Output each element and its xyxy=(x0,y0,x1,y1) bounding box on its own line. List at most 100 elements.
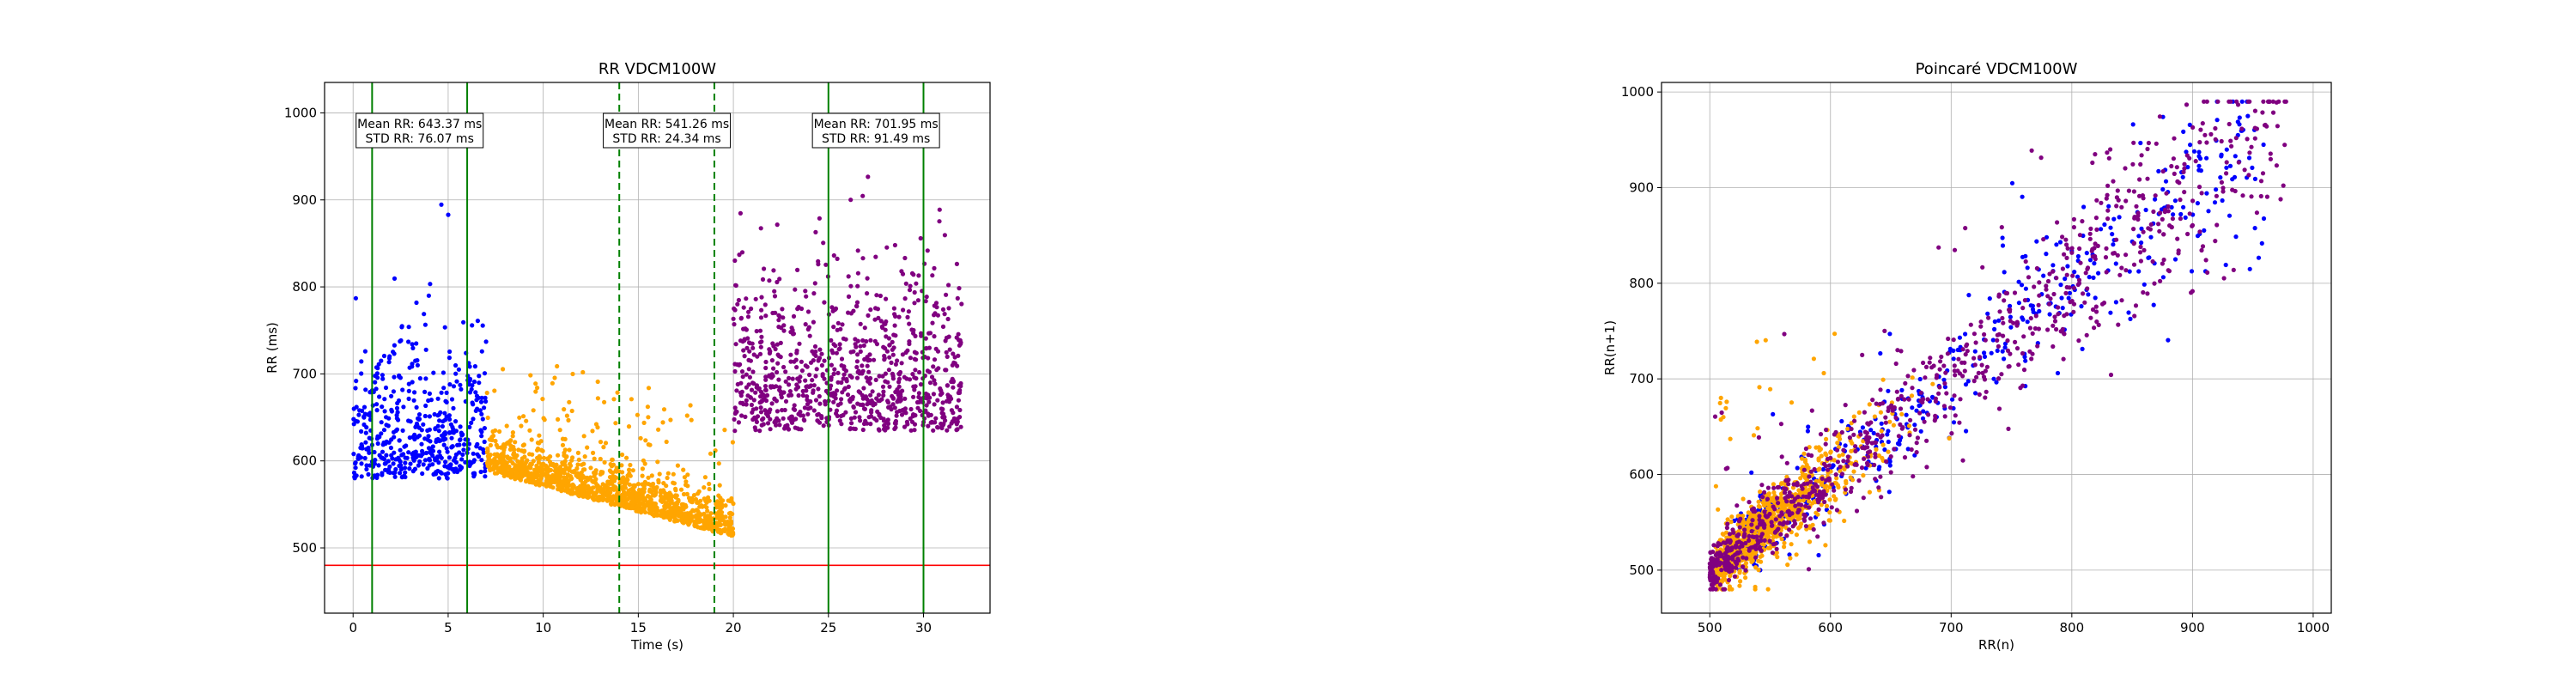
data-point xyxy=(1984,364,1990,369)
data-point xyxy=(544,483,549,489)
data-point xyxy=(393,429,398,434)
data-point xyxy=(719,502,725,508)
data-point xyxy=(453,452,459,458)
data-point xyxy=(361,404,368,410)
data-point xyxy=(577,473,582,478)
data-point xyxy=(2156,222,2161,227)
data-point xyxy=(2136,269,2142,274)
data-point xyxy=(924,346,929,351)
data-point xyxy=(855,338,860,344)
data-point xyxy=(1794,552,1799,557)
data-point xyxy=(353,295,358,301)
data-point xyxy=(2161,232,2166,237)
data-point xyxy=(2036,302,2041,307)
data-point xyxy=(684,413,690,418)
data-point xyxy=(492,388,497,393)
data-point xyxy=(513,440,518,445)
data-point xyxy=(866,369,872,374)
data-point xyxy=(2071,309,2076,314)
data-point xyxy=(793,287,798,292)
data-point xyxy=(908,406,914,412)
data-point xyxy=(457,442,462,447)
data-point xyxy=(1951,420,1957,425)
data-point xyxy=(664,501,669,506)
data-point xyxy=(394,412,399,418)
data-point xyxy=(1726,577,1732,583)
data-point xyxy=(1866,422,1871,427)
data-point xyxy=(434,457,439,462)
data-point xyxy=(945,354,950,359)
data-point xyxy=(380,376,386,381)
data-point xyxy=(940,400,945,405)
data-point xyxy=(1873,477,1878,482)
data-point xyxy=(1743,575,1748,581)
data-point xyxy=(460,452,465,458)
data-point xyxy=(1755,525,1760,530)
data-point xyxy=(777,423,782,428)
data-point xyxy=(477,380,482,386)
data-point xyxy=(925,248,930,253)
data-point xyxy=(1727,569,1732,575)
data-point xyxy=(475,319,481,324)
data-point xyxy=(423,376,428,381)
data-point xyxy=(527,428,532,433)
data-point xyxy=(777,277,782,282)
data-point xyxy=(794,365,799,370)
data-point xyxy=(741,348,746,353)
data-point xyxy=(632,484,637,489)
data-point xyxy=(380,471,385,476)
data-point xyxy=(845,392,851,398)
data-point xyxy=(413,451,418,457)
data-point xyxy=(1951,337,1956,343)
data-point xyxy=(1963,226,1968,231)
data-point xyxy=(609,478,614,483)
data-point xyxy=(560,479,565,484)
data-point xyxy=(865,421,870,426)
plot-frame xyxy=(324,82,991,614)
data-point xyxy=(817,393,822,399)
data-point xyxy=(1768,386,1773,392)
data-point xyxy=(354,418,359,423)
data-point xyxy=(2169,204,2174,210)
data-point xyxy=(1895,348,1900,353)
data-point xyxy=(835,320,841,325)
data-point xyxy=(860,337,866,344)
data-point xyxy=(803,378,808,383)
data-point xyxy=(1902,397,1907,402)
data-point xyxy=(1767,506,1772,512)
data-point xyxy=(738,316,744,321)
data-point xyxy=(763,374,769,380)
data-point xyxy=(1829,505,1834,510)
chart-title: RR VDCM100W xyxy=(598,60,716,78)
data-point xyxy=(1757,544,1762,550)
data-point xyxy=(811,383,817,388)
data-point xyxy=(540,397,545,402)
data-point xyxy=(804,294,809,299)
data-point xyxy=(1749,529,1754,534)
data-point xyxy=(2200,244,2206,249)
data-point xyxy=(1884,459,1889,465)
data-point xyxy=(2138,140,2143,146)
data-point xyxy=(567,399,572,404)
data-point xyxy=(567,465,572,471)
data-point xyxy=(781,328,787,333)
data-point xyxy=(1765,587,1771,592)
data-point xyxy=(733,342,738,347)
data-point xyxy=(1756,435,1761,440)
data-point xyxy=(947,347,952,352)
data-point xyxy=(415,362,420,368)
data-point xyxy=(416,416,421,421)
data-point xyxy=(2153,193,2158,198)
data-point xyxy=(882,353,887,359)
data-point xyxy=(865,355,870,360)
data-point xyxy=(646,386,652,391)
data-point xyxy=(1941,377,1947,382)
data-point xyxy=(853,410,859,415)
data-point xyxy=(480,416,485,422)
data-point xyxy=(565,477,570,483)
data-point xyxy=(2075,282,2081,288)
data-point xyxy=(2044,252,2049,257)
data-point xyxy=(362,455,368,461)
data-point xyxy=(591,450,596,456)
data-point xyxy=(852,415,857,420)
